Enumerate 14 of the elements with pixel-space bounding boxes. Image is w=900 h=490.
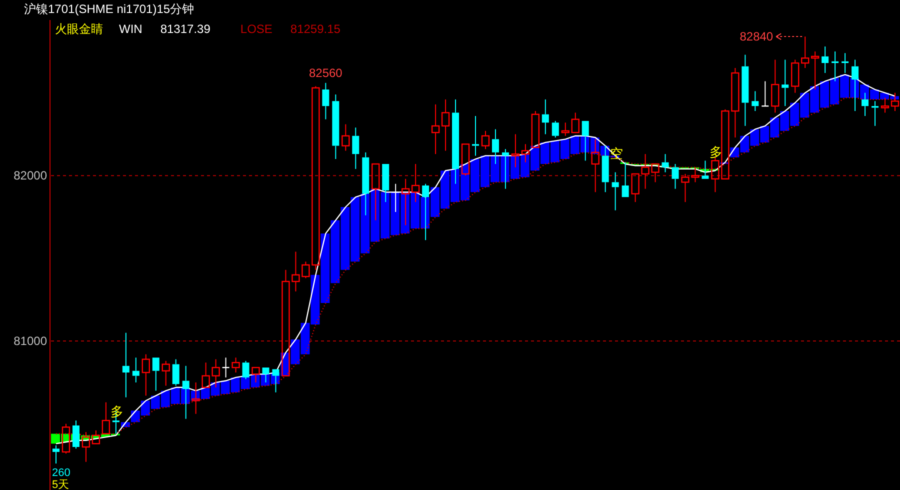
annotation: 5天 [52, 479, 70, 490]
annotation: 火眼金睛 [55, 22, 103, 36]
annotation: 82840 [740, 30, 774, 44]
y-tick-label: 81000 [14, 334, 48, 348]
annotation: 82560 [308, 66, 343, 80]
annotation: 多 [110, 404, 124, 420]
annotation: WIN [119, 22, 142, 36]
annotation: 81259.15 [290, 22, 341, 36]
annotation: 260 [52, 467, 70, 479]
chart-title: 沪镍1701(SHME ni1701)15分钟 [24, 2, 194, 16]
y-tick-label: 82000 [14, 168, 48, 183]
annotation: LOSE [240, 22, 272, 36]
annotation: 81317.39 [160, 22, 211, 36]
annotation: 多 [710, 144, 723, 160]
